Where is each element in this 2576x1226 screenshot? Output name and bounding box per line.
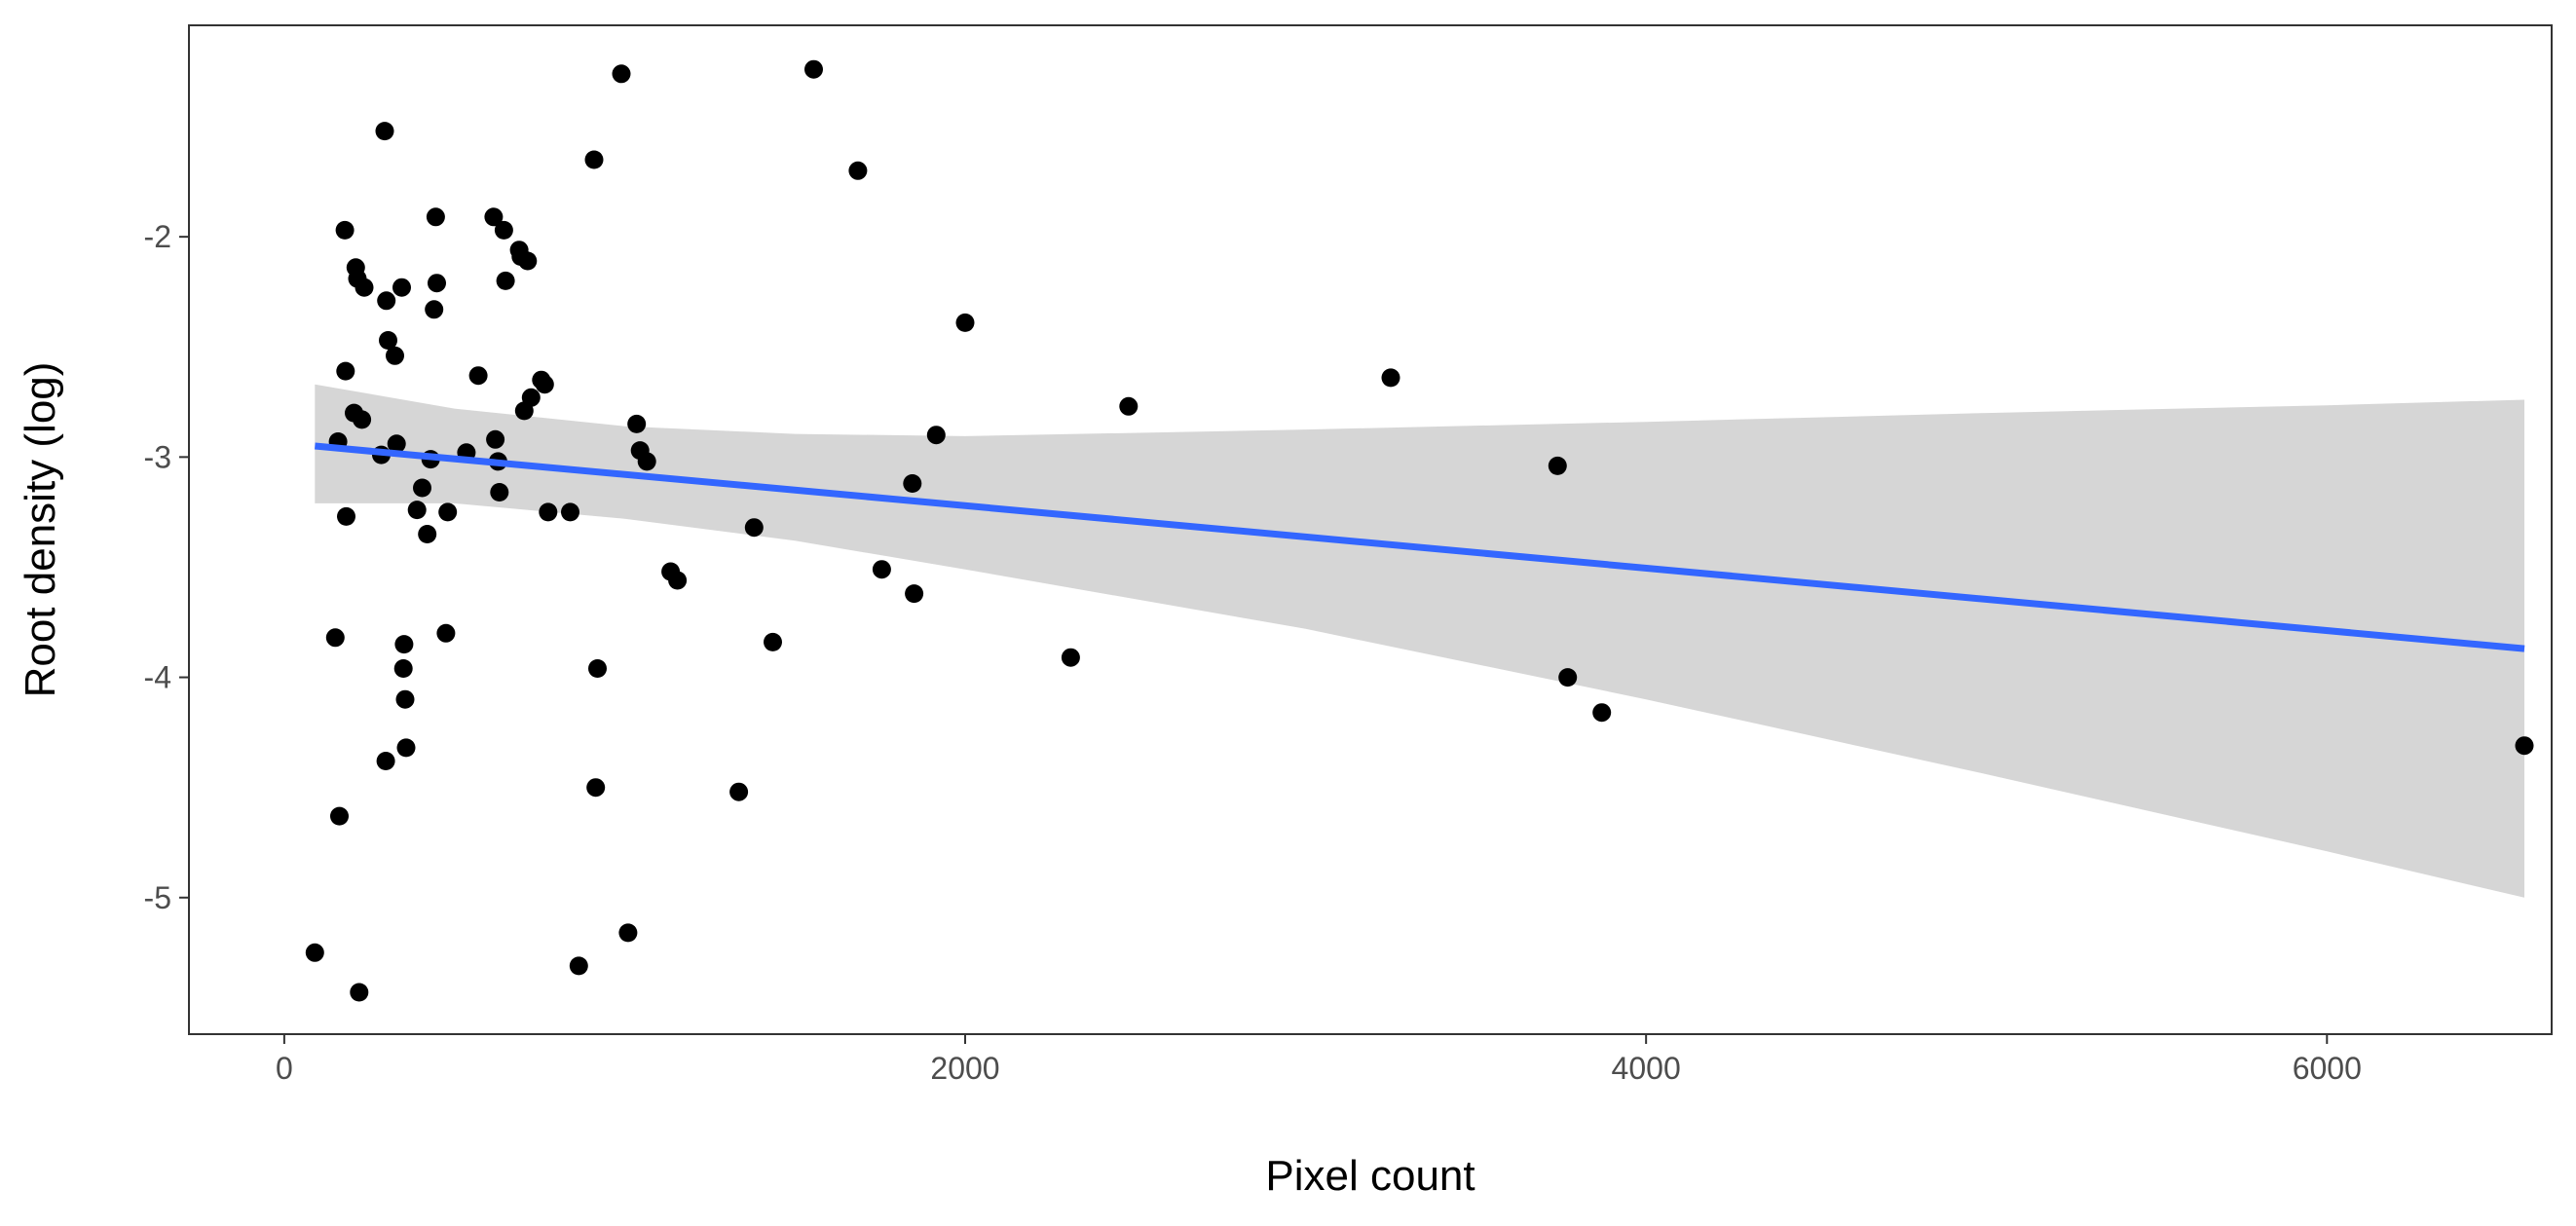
data-point <box>1592 703 1612 723</box>
fit-line-layer <box>315 442 2525 652</box>
data-point <box>393 659 413 678</box>
data-point <box>425 300 444 319</box>
y-axis-title: Root density (log) <box>17 362 64 698</box>
data-point <box>535 375 554 394</box>
data-point <box>1548 456 1567 475</box>
data-point <box>387 434 406 454</box>
data-point <box>668 571 688 590</box>
data-point <box>426 207 445 227</box>
data-point <box>386 346 404 365</box>
data-point <box>1558 668 1578 687</box>
data-point <box>436 623 456 643</box>
data-point <box>407 501 427 520</box>
data-point <box>1061 648 1080 667</box>
data-point <box>804 59 823 79</box>
confidence-band-layer <box>315 384 2524 898</box>
data-point <box>375 122 394 141</box>
data-point <box>438 502 458 522</box>
data-point <box>518 251 538 271</box>
data-point <box>521 388 541 407</box>
data-point <box>305 943 324 962</box>
data-point <box>330 806 349 826</box>
data-point <box>588 659 607 678</box>
data-point <box>1119 396 1139 416</box>
y-tick-label: -5 <box>144 880 171 915</box>
data-point <box>486 429 505 449</box>
data-point <box>418 525 437 543</box>
data-point <box>584 150 604 169</box>
data-point <box>468 366 488 386</box>
x-axis-title: Pixel count <box>1265 1152 1475 1200</box>
data-point <box>2515 736 2534 756</box>
data-point <box>637 452 656 471</box>
confidence-band <box>315 384 2524 898</box>
data-point <box>428 274 446 293</box>
x-tick-label: 4000 <box>1612 1051 1681 1086</box>
data-point <box>394 635 414 654</box>
plot-panel-border <box>188 24 2553 1035</box>
data-point <box>729 782 749 801</box>
data-point <box>496 271 515 290</box>
data-point <box>539 502 558 522</box>
data-point <box>627 414 647 433</box>
data-point <box>955 313 975 332</box>
y-axis: -5 -4 -3 -2 <box>144 219 189 915</box>
data-point <box>377 291 396 311</box>
data-point <box>392 278 411 297</box>
x-tick-label: 2000 <box>930 1051 999 1086</box>
data-point <box>325 628 345 648</box>
data-point <box>353 410 372 429</box>
data-point <box>744 518 764 538</box>
x-tick-label: 0 <box>276 1051 293 1086</box>
y-tick-label: -3 <box>144 439 171 474</box>
data-point <box>903 474 922 493</box>
data-point <box>379 331 397 350</box>
data-point <box>396 738 416 758</box>
data-point <box>905 584 924 604</box>
data-point <box>337 506 355 526</box>
data-point <box>355 278 374 297</box>
x-axis: 0 2000 4000 6000 <box>276 1034 2362 1086</box>
data-point <box>376 752 395 770</box>
data-point <box>413 478 431 498</box>
data-point <box>395 689 415 709</box>
data-points-layer <box>305 59 2534 1002</box>
data-point <box>1381 368 1400 388</box>
data-point <box>586 778 606 798</box>
y-tick-label: -2 <box>144 219 171 254</box>
data-point <box>336 361 355 381</box>
data-point <box>494 220 513 240</box>
data-point <box>612 64 631 84</box>
data-point <box>848 161 868 180</box>
x-tick-label: 6000 <box>2293 1051 2362 1086</box>
data-point <box>618 923 638 943</box>
data-point <box>764 632 782 651</box>
y-tick-label: -4 <box>144 660 171 695</box>
data-point <box>335 220 355 240</box>
data-point <box>350 983 369 1002</box>
data-point <box>561 502 579 522</box>
data-point <box>490 483 509 502</box>
data-point <box>484 207 504 227</box>
data-point <box>569 956 588 976</box>
data-point <box>926 426 946 445</box>
data-point <box>872 560 891 579</box>
fit-line <box>315 442 2525 652</box>
